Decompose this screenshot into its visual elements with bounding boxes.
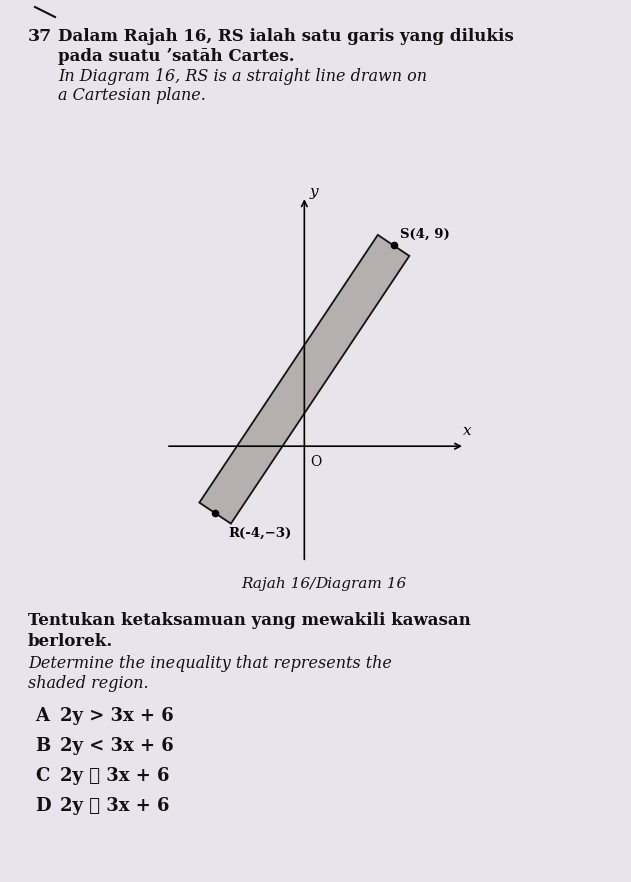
Text: Tentukan ketaksamuan yang mewakili kawasan: Tentukan ketaksamuan yang mewakili kawas…	[28, 612, 471, 629]
Text: S(4, 9): S(4, 9)	[400, 228, 450, 241]
Text: berlorek.: berlorek.	[28, 633, 113, 650]
Text: C: C	[35, 767, 49, 785]
Text: Dalam Rajah 16, RS ialah satu garis yang dilukis: Dalam Rajah 16, RS ialah satu garis yang…	[58, 28, 514, 45]
Text: a Cartesian plane.: a Cartesian plane.	[58, 87, 206, 104]
Polygon shape	[199, 235, 410, 524]
Text: Rajah 16/: Rajah 16/	[241, 577, 315, 591]
Text: Determine the inequality that represents the: Determine the inequality that represents…	[28, 655, 392, 672]
Text: B: B	[35, 737, 50, 755]
Text: pada suatu ʼsatāh Cartes.: pada suatu ʼsatāh Cartes.	[58, 48, 295, 65]
Text: R(-4,−3): R(-4,−3)	[228, 527, 292, 540]
Text: O: O	[310, 455, 321, 469]
Text: D: D	[35, 797, 50, 815]
Text: In Diagram 16, RS is a straight line drawn on: In Diagram 16, RS is a straight line dra…	[58, 68, 427, 85]
Text: A: A	[35, 707, 49, 725]
Text: 37: 37	[28, 28, 52, 45]
Text: 2y > 3x + 6: 2y > 3x + 6	[60, 707, 174, 725]
Text: x: x	[463, 424, 471, 438]
Text: shaded region.: shaded region.	[28, 675, 149, 692]
Text: 2y ⩽ 3x + 6: 2y ⩽ 3x + 6	[60, 797, 170, 815]
Text: Diagram 16: Diagram 16	[315, 577, 406, 591]
Text: 2y ⩾ 3x + 6: 2y ⩾ 3x + 6	[60, 767, 170, 785]
Text: y: y	[310, 185, 319, 198]
Text: 2y < 3x + 6: 2y < 3x + 6	[60, 737, 174, 755]
